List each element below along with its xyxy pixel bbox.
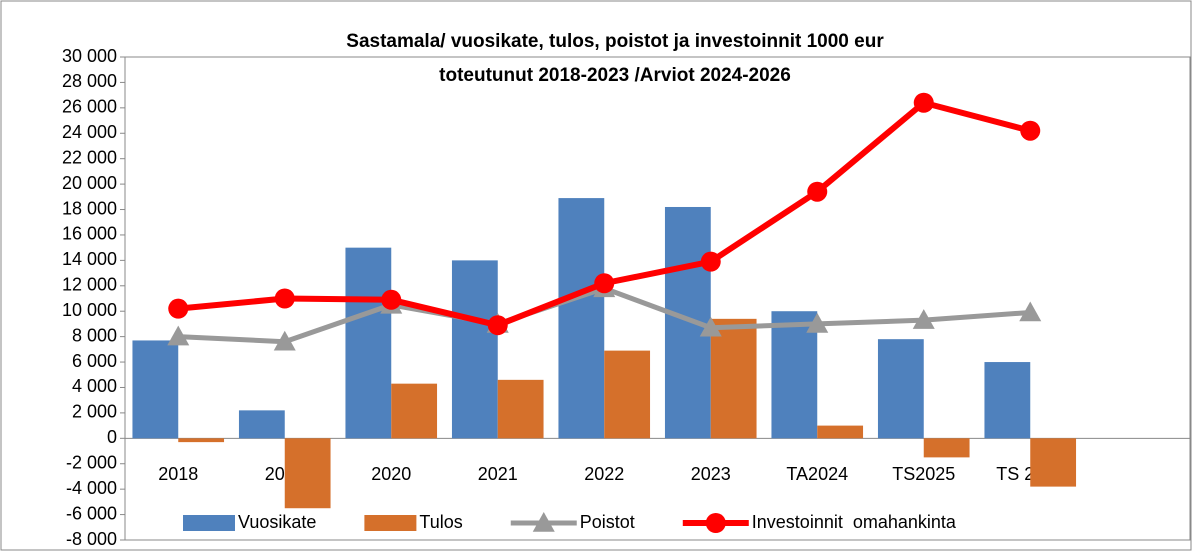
y-tick-label: -8 000 — [66, 529, 117, 549]
line-marker — [167, 325, 190, 346]
legend-marker — [532, 512, 555, 532]
legend-swatch — [364, 515, 417, 531]
y-tick-label: 14 000 — [62, 249, 117, 269]
legend-label: Vuosikate — [238, 512, 316, 532]
y-tick-label: 28 000 — [62, 71, 117, 91]
line-marker — [1019, 301, 1042, 322]
bar — [1030, 438, 1077, 487]
x-tick-label: 2022 — [584, 464, 624, 484]
line-marker — [487, 315, 508, 336]
bar — [238, 410, 285, 439]
line-marker — [274, 288, 295, 309]
y-tick-label: 8 000 — [72, 325, 117, 345]
y-tick-label: 16 000 — [62, 224, 117, 244]
bar — [877, 339, 924, 439]
line-marker — [913, 92, 934, 113]
x-tick-label: 2023 — [691, 464, 731, 484]
y-tick-label: -2 000 — [66, 452, 117, 472]
bar — [391, 383, 438, 439]
line-marker — [273, 330, 296, 351]
y-tick-label: 18 000 — [62, 198, 117, 218]
bar — [710, 318, 757, 439]
chart-subtitle: toteutunut 2018-2023 /Arviot 2024-2026 — [439, 65, 791, 86]
bar — [284, 438, 331, 509]
y-tick-label: 26 000 — [62, 97, 117, 117]
x-tick-label: TA2024 — [786, 464, 848, 484]
y-tick-label: 20 000 — [62, 173, 117, 193]
bar — [178, 438, 225, 443]
x-tick-label: 2018 — [158, 464, 198, 484]
y-tick-label: 10 000 — [62, 300, 117, 320]
plot-area — [124, 56, 1191, 541]
y-tick-label: 0 — [107, 427, 117, 447]
y-tick-label: -6 000 — [66, 503, 117, 523]
y-tick-label: 6 000 — [72, 351, 117, 371]
line-marker — [1020, 120, 1041, 141]
y-tick-label: 22 000 — [62, 147, 117, 167]
bar — [984, 362, 1031, 439]
legend-label: Poistot — [580, 512, 635, 532]
line-marker — [806, 312, 829, 333]
y-tick-label: 12 000 — [62, 275, 117, 295]
x-tick-label: 2020 — [371, 464, 411, 484]
y-tick-label: 2 000 — [72, 402, 117, 422]
line-marker — [807, 181, 828, 202]
line-marker — [594, 273, 615, 294]
line-marker — [381, 289, 402, 310]
legend-label: Investoinnit omahankinta — [752, 512, 957, 532]
x-tick-label: TS2025 — [892, 464, 955, 484]
y-tick-label: 30 000 — [62, 46, 117, 66]
bar — [345, 247, 392, 439]
line-marker — [912, 309, 935, 329]
bar — [923, 438, 970, 458]
bar — [451, 260, 498, 439]
legend-marker — [705, 513, 726, 533]
bar — [132, 340, 179, 439]
y-tick-label: 4 000 — [72, 376, 117, 396]
chart-title: Sastamala/ vuosikate, tulos, poistot ja … — [346, 31, 884, 52]
bar — [558, 198, 605, 439]
y-tick-label: -4 000 — [66, 478, 117, 498]
bar — [497, 379, 544, 439]
legend-swatch — [183, 515, 235, 531]
line-marker — [699, 316, 722, 337]
legend-label: Tulos — [419, 512, 462, 532]
line-marker — [700, 251, 721, 272]
bar — [817, 425, 864, 439]
y-tick-label: 24 000 — [62, 122, 117, 142]
line-marker — [168, 298, 189, 319]
bar — [604, 350, 651, 439]
x-tick-label: 2021 — [478, 464, 518, 484]
